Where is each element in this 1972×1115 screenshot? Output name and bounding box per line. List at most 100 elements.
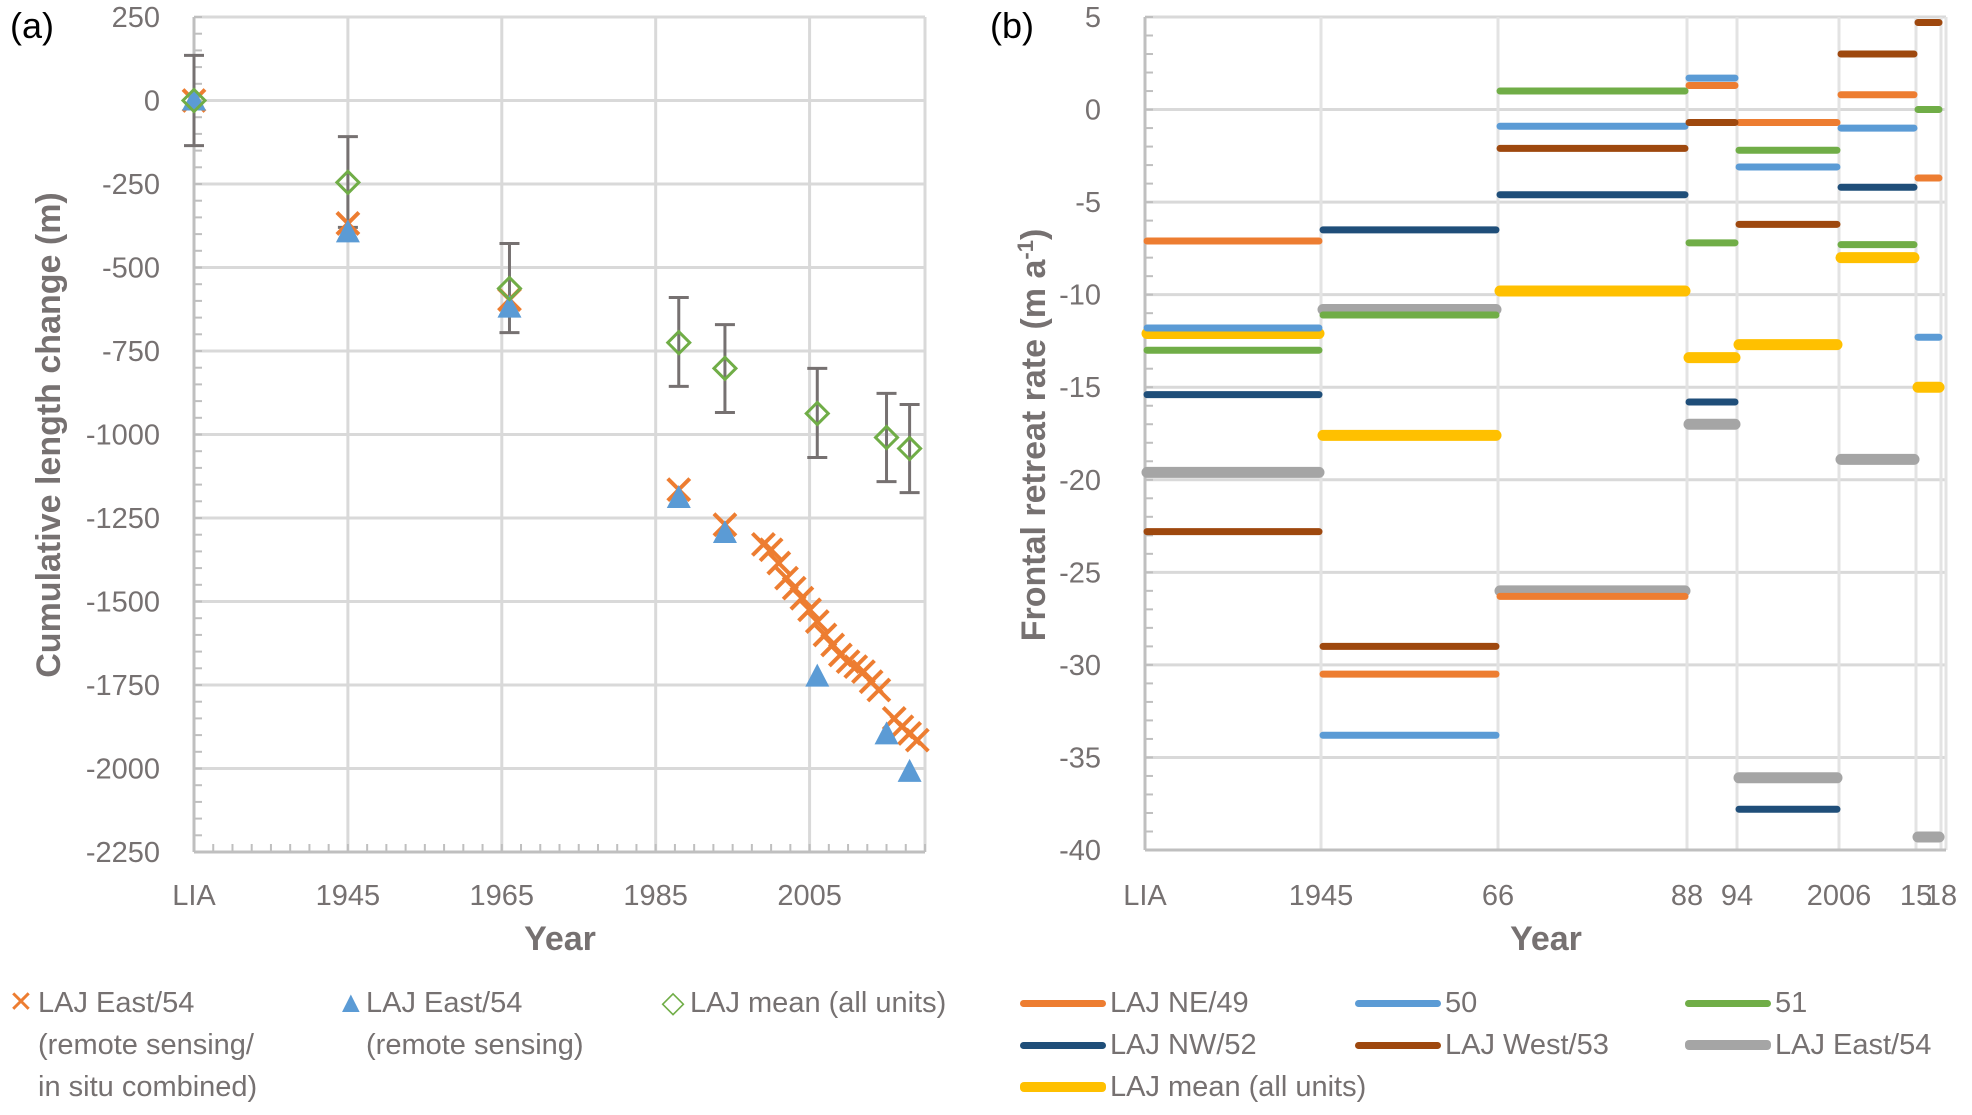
legend-label: LAJ mean (all units) (1110, 1071, 1367, 1103)
x-tick-label: 1945 (316, 880, 381, 912)
x-tick-label: 2006 (1807, 880, 1872, 912)
y-tick-label: 250 (112, 2, 160, 34)
y-tick-label: -25 (1059, 557, 1101, 589)
x-tick-label: 1965 (470, 880, 535, 912)
line-swatch-icon (1355, 1000, 1441, 1007)
panel-b-y-axis-title-sup: -1 (1013, 240, 1038, 260)
diamond-marker-icon: ◇ (661, 986, 685, 1019)
panel-b-legend: LAJ NE/49 50 51 LAJ NW/52 LAJ West/53 LA… (1020, 982, 1970, 1112)
y-tick-label: -40 (1059, 835, 1101, 867)
y-tick-label: -2250 (86, 837, 160, 869)
x-marker-stroke (904, 727, 930, 753)
panel-a-marks (180, 53, 930, 782)
triangle-marker (712, 520, 737, 544)
triangle-marker (335, 219, 360, 243)
x-tick-label: LIA (1123, 880, 1167, 912)
triangle-marker (666, 484, 691, 508)
panel-a-y-axis-title: Cumulative length change (m) (30, 192, 68, 678)
y-tick-label: 5 (1085, 2, 1101, 34)
diamond-marker (804, 400, 831, 427)
legend-label-line: in situ combined) (38, 1071, 258, 1103)
panel-b: (b) 5 0 -5 -10 -15 -20 -25 -30 -35 -40 LIA 1945 66 8… (990, 2, 1957, 958)
x-tick-label: 88 (1671, 880, 1703, 912)
x-tick-label: 66 (1482, 880, 1514, 912)
legend-label: LAJ East/54 (remote sensing/ in situ com… (38, 982, 257, 1108)
x-tick-label: 94 (1721, 880, 1753, 912)
x-tick-label: 1985 (623, 880, 688, 912)
x-marker (866, 677, 892, 703)
triangle-marker (497, 294, 522, 318)
y-tick-label: -20 (1059, 465, 1101, 497)
y-tick-label: -1250 (86, 503, 160, 535)
x-marker (904, 727, 930, 753)
panel-a-y-ticks: 250 0 -250 -500 -750 -1000 -1250 -1500 -1750 -200… (86, 2, 160, 869)
legend-item-east54-combined: ✕ LAJ East/54 (remote sensing/ in situ c… (8, 982, 257, 1108)
x-tick-label: 1945 (1289, 880, 1354, 912)
panel-b-y-axis-title: Frontal retreat rate (m a-1) (1013, 229, 1053, 642)
x-marker (758, 537, 784, 563)
x-tick-label: LIA (172, 880, 216, 912)
y-tick-label: -1750 (86, 670, 160, 702)
panel-b-x-axis-title: Year (1510, 920, 1582, 958)
panel-b-y-axis-title-close: ) (1015, 229, 1053, 240)
legend-label: LAJ East/54 (1775, 1029, 1932, 1061)
y-tick-label: -15 (1059, 372, 1101, 404)
x-marker-stroke (766, 550, 792, 576)
diamond-marker (873, 424, 900, 451)
triangle-marker-icon: ▲ (336, 986, 366, 1019)
x-marker-stroke (804, 609, 830, 634)
x-tick-label: 2005 (777, 880, 842, 912)
panel-a-label: (a) (10, 5, 54, 46)
x-tick-label: 18 (1925, 880, 1957, 912)
legend-label-line: (remote sensing/ (38, 1029, 254, 1061)
panel-a-x-axis-title: Year (524, 920, 596, 958)
line-swatch-icon (1020, 1082, 1106, 1092)
legend-label: LAJ East/54 (remote sensing) (366, 982, 584, 1066)
y-tick-label: -250 (102, 169, 160, 201)
line-swatch-icon (1685, 1040, 1771, 1050)
legend-label-line: LAJ East/54 (38, 987, 195, 1019)
legend-label: LAJ West/53 (1445, 1029, 1609, 1061)
legend-item-51: 51 (1685, 982, 1807, 1024)
panel-a-legend: ✕ LAJ East/54 (remote sensing/ in situ c… (0, 982, 980, 1112)
diamond-marker (665, 329, 692, 356)
x-marker-stroke (866, 677, 892, 703)
legend-label: LAJ NE/49 (1110, 987, 1249, 1019)
legend-label: 51 (1775, 987, 1808, 1019)
panel-a-x-ticks: LIA 1945 1965 1985 2005 (172, 880, 842, 912)
legend-label-line: (remote sensing) (366, 1029, 584, 1061)
y-tick-label: -35 (1059, 742, 1101, 774)
legend-item-50: 50 (1355, 982, 1477, 1024)
y-tick-label: -1500 (86, 587, 160, 619)
y-tick-label: -1000 (86, 420, 160, 452)
legend-item-west53: LAJ West/53 (1355, 1024, 1609, 1066)
diamond-marker (334, 169, 362, 196)
legend-item-nw52: LAJ NW/52 (1020, 1024, 1257, 1066)
x-marker-icon: ✕ (8, 986, 34, 1019)
diamond-marker (711, 355, 739, 382)
line-swatch-icon (1685, 1000, 1771, 1007)
legend-item-mean: LAJ mean (all units) (1020, 1066, 1366, 1108)
panel-b-marks (1141, 19, 1945, 843)
y-tick-label: -5 (1075, 187, 1101, 219)
panel-b-grid (1143, 15, 1948, 852)
y-tick-label: -2000 (86, 754, 160, 786)
diamond-marker (896, 435, 923, 462)
y-tick-label: -30 (1059, 650, 1101, 682)
panel-b-label: (b) (990, 5, 1034, 46)
diamond-marker (496, 275, 523, 302)
x-marker (766, 550, 792, 576)
line-swatch-icon (1020, 1000, 1106, 1007)
legend-label: 50 (1445, 987, 1478, 1019)
panel-b-y-ticks: 5 0 -5 -10 -15 -20 -25 -30 -35 -40 (1059, 2, 1101, 867)
x-marker-stroke (797, 597, 822, 623)
y-tick-label: -750 (102, 336, 160, 368)
legend-item-east54: LAJ East/54 (1685, 1024, 1931, 1066)
line-swatch-icon (1355, 1042, 1441, 1049)
legend-label-line: LAJ East/54 (366, 987, 523, 1019)
triangle-marker (805, 663, 830, 687)
y-tick-label: -10 (1059, 280, 1101, 312)
line-swatch-icon (1020, 1042, 1106, 1049)
legend-label: LAJ NW/52 (1110, 1029, 1257, 1061)
